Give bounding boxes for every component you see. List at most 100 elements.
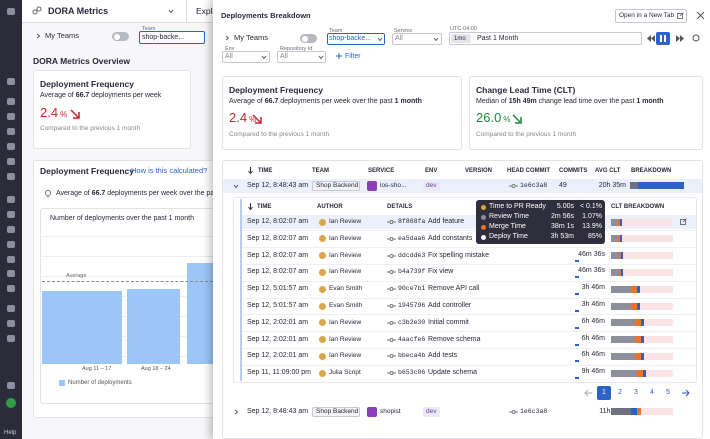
sidebar-icon[interactable] (7, 158, 15, 165)
sidebar-icon[interactable] (7, 226, 15, 233)
sidebar-icon[interactable] (7, 305, 15, 312)
clt-marker (575, 293, 579, 296)
service-select[interactable] (392, 33, 442, 45)
cell-env: dev (426, 182, 437, 189)
cell-time: Sep 12, 8:02:07 am (247, 268, 309, 276)
cell-clt: 3h 46m (581, 284, 605, 292)
card (33, 70, 191, 149)
pause-button[interactable] (656, 32, 670, 45)
column-header: TIME (258, 168, 273, 174)
sidebar-icon[interactable] (7, 98, 15, 105)
cell-clt: 6h 46m (581, 334, 605, 342)
sidebar-icon[interactable] (7, 211, 15, 218)
time-select[interactable] (449, 32, 642, 45)
card-title: Deployment Frequency (229, 85, 323, 95)
sidebar-icon[interactable] (7, 196, 15, 203)
page-button[interactable]: 1 (602, 389, 606, 396)
expand-chevron (233, 184, 239, 189)
column-header: AUTHOR (317, 204, 343, 210)
sidebar-icon[interactable] (7, 270, 15, 277)
chart-title: Number of deployments over the past 1 mo… (50, 215, 194, 222)
sidebar-icon[interactable] (7, 256, 15, 263)
plus-icon (336, 53, 342, 59)
header (22, 0, 213, 23)
page-button[interactable]: 4 (650, 389, 654, 396)
commit-icon (387, 320, 396, 325)
metric-unit: % (249, 115, 257, 124)
breakdown-bar (631, 302, 637, 310)
sidebar-icon[interactable] (7, 78, 15, 85)
sidebar-icon[interactable] (7, 143, 15, 150)
card-text-part: Median of (476, 98, 509, 105)
cell-sha: 1945796 (398, 302, 426, 309)
page-button[interactable]: 3 (634, 389, 638, 396)
cell-sha: 90ce7b1 (398, 285, 426, 293)
row-divider (242, 247, 696, 249)
team-select[interactable] (327, 33, 385, 45)
sidebar-icon[interactable] (7, 113, 15, 120)
avatar (319, 369, 326, 377)
sidebar-icon[interactable] (7, 320, 15, 327)
sidebar-icon[interactable] (7, 335, 15, 342)
tooltip-dot (481, 224, 486, 230)
tooltip-value: 3h 53m (550, 233, 574, 240)
cell-author: Ian Review (329, 335, 362, 343)
team-label: Team (142, 26, 156, 32)
freq-text-part: deployments per week over the past 1 mon… (105, 190, 247, 197)
team-select[interactable] (139, 31, 205, 44)
service-label: Service (394, 28, 413, 34)
cell-clt: 6h 46m (581, 351, 605, 359)
sidebar-icon[interactable] (7, 128, 15, 135)
cell-sha: b4a739f (398, 268, 426, 276)
breakdown-bar (641, 336, 644, 344)
service-icon (367, 407, 377, 417)
breakdown-track (611, 218, 673, 226)
cell-sha: ddcdde3 (398, 251, 426, 259)
row-divider (242, 364, 696, 366)
sidebar-icon[interactable] (7, 241, 15, 248)
metric-value: 26.0 (476, 110, 502, 125)
breakdown-bar (635, 352, 641, 360)
breakdown-bar (638, 182, 684, 189)
breakdown-bar (620, 218, 622, 226)
bar (187, 263, 213, 364)
tooltip-share: 85% (587, 233, 602, 240)
row-divider (242, 331, 696, 333)
open-tab-button[interactable] (615, 9, 687, 23)
toggle[interactable] (300, 34, 317, 43)
toggle[interactable] (112, 32, 129, 41)
trend-icon (252, 114, 262, 124)
repo-select[interactable] (277, 51, 326, 63)
breakdown-track (611, 252, 673, 260)
sidebar-icon[interactable] (7, 382, 15, 389)
tooltip-dot (481, 214, 486, 220)
sidebar-icon[interactable] (7, 8, 15, 15)
metric-unit: % (503, 115, 511, 124)
cell-author: Ian Review (329, 218, 362, 225)
column-header: DETAILS (387, 204, 413, 210)
cell-service: ios-sho... (380, 182, 407, 189)
page-button[interactable]: 2 (618, 389, 622, 396)
how-link[interactable]: How is this calculated? (131, 166, 208, 175)
add-filter[interactable]: Filter (345, 53, 361, 60)
column-header: ENV (425, 168, 438, 174)
tooltip-label: Time to PR Ready (489, 203, 546, 210)
tooltip-share: 13.9% (582, 223, 602, 230)
column-header: HEAD COMMIT (507, 168, 550, 174)
env-select[interactable] (222, 51, 270, 63)
breakdown-bar (611, 336, 635, 344)
sidebar-icon[interactable] (7, 285, 15, 292)
panel-title: Deployments Breakdown (221, 11, 311, 20)
prev-icon (584, 389, 592, 397)
cell-commit: 1e6c3a8 (520, 182, 548, 189)
page-button[interactable]: 5 (666, 389, 670, 396)
tab[interactable]: Explo (196, 6, 218, 16)
metric-value: 2.4 (229, 110, 248, 125)
team-value: shop-backe... (329, 35, 372, 42)
commit-icon (387, 304, 396, 308)
breakdown-bar (631, 408, 637, 415)
sidebar-icon[interactable] (7, 173, 15, 180)
x-label: Aug 18 – 24 (141, 366, 171, 372)
breakdown-bar (611, 408, 631, 415)
help-link[interactable]: Help (4, 430, 17, 436)
